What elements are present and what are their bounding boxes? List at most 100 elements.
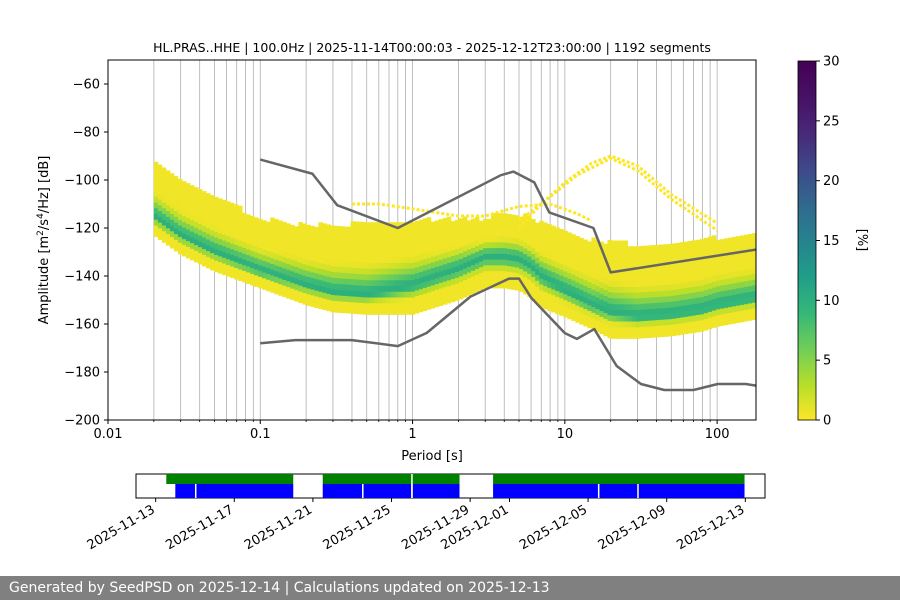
psd-density-cell [595,308,600,315]
psd-density-cell [290,270,295,278]
psd-density-cell [302,263,307,271]
psd-density-cell [747,303,753,310]
psd-density-cell [583,256,588,264]
psd-density-cell [442,298,448,305]
psd-density-cell [454,248,460,255]
psd-density-cell [458,218,464,225]
psd-density-cell [242,218,247,225]
psd-density-cell [378,291,384,298]
psd-density-cell [434,243,440,250]
psd-density-cell [543,285,548,292]
psd-density-cell [346,255,351,262]
psd-density-cell [266,262,271,269]
timeline-used-segment [175,484,294,498]
psd-density-cell [547,241,552,248]
psd-density-cell [683,304,689,312]
psd-density-cell [426,257,432,264]
psd-density-cell [539,249,544,256]
psd-density-cell [406,256,412,263]
timeline-date-label: 2025-11-25 [321,502,394,553]
psd-density-cell [563,265,568,272]
psd-density-cell [314,273,319,280]
psd-density-cell [623,240,628,247]
psd-density-cell [627,303,632,310]
psd-density-cell [266,233,271,240]
psd-density-cell [655,279,661,286]
psd-density-cell [651,296,657,304]
psd-density-cell [169,202,175,209]
psd-density-cell [294,272,299,279]
psd-density-cell [466,254,472,262]
psd-density-cell [591,295,596,302]
psd-density-cell [635,280,640,287]
psd-density-cell [599,316,604,323]
psd-density-cell [479,232,484,239]
psd-density-cell [414,249,420,256]
psd-density-cell [298,256,303,263]
psd-density-cell [647,320,653,327]
psd-density-cell [627,332,632,339]
psd-density-cell [575,293,580,300]
psd-density-cell [226,253,231,260]
colorbar-label: [%] [854,229,869,252]
psd-density-cell [318,251,323,258]
psd-density-cell [543,291,548,298]
psd-density-cell [282,256,287,263]
psd-density-cell [406,245,412,252]
psd-density-cell [643,291,649,298]
psd-density-cell [499,236,504,243]
psd-density-cell [535,245,540,252]
psd-density-cell [230,260,235,267]
psd-density-cell [169,213,175,220]
psd-density-cell [515,232,520,239]
psd-density-cell [238,263,243,270]
psd-density-cell [374,245,380,252]
psd-density-cell [466,220,472,227]
psd-density-cell [583,302,588,310]
psd-density-cell [470,270,476,277]
psd-density-cell [735,282,741,289]
psd-density-cell [173,233,179,240]
psd-density-cell [386,274,392,281]
psd-density-cell [306,288,311,295]
psd-density-cell [234,244,239,251]
psd-density-cell [326,287,331,294]
psd-density-cell [591,323,596,331]
psd-density-cell [715,280,721,287]
psd-density-cell [430,238,436,246]
psd-density-cell [306,247,311,254]
psd-density-cell [189,242,195,249]
psd-density-cell [362,285,368,292]
psd-density-cell [334,225,339,233]
psd-density-cell [607,251,612,258]
psd-density-cell [539,284,544,291]
psd-density-cell [727,289,733,296]
psd-density-cell [563,259,568,266]
psd-density-cell [503,247,508,254]
psd-density-cell [503,224,508,231]
psd-density-cell [503,265,508,272]
psd-density-cell [499,253,504,260]
psd-density-cell [671,306,677,313]
psd-density-cell [161,179,167,186]
psd-density-cell [703,312,709,319]
psd-density-cell [619,292,624,299]
psd-density-cell [426,240,432,247]
psd-density-cell [274,265,279,272]
psd-density-cell [655,267,661,275]
psd-sparse-feature [517,154,718,230]
psd-density-cell [567,284,572,291]
psd-density-cell [659,313,665,320]
psd-density-cell [511,249,516,256]
psd-density-cell [378,222,384,229]
psd-density-cell [523,282,528,289]
psd-density-cell [426,292,432,299]
psd-density-cell [189,219,195,226]
psd-density-cell [623,321,628,328]
psd-density-cell [378,233,384,240]
psd-density-cell [715,262,721,270]
psd-density-cell [185,234,191,242]
psd-density-cell [470,264,476,271]
psd-density-cell [547,252,552,260]
psd-density-cell [691,274,697,282]
